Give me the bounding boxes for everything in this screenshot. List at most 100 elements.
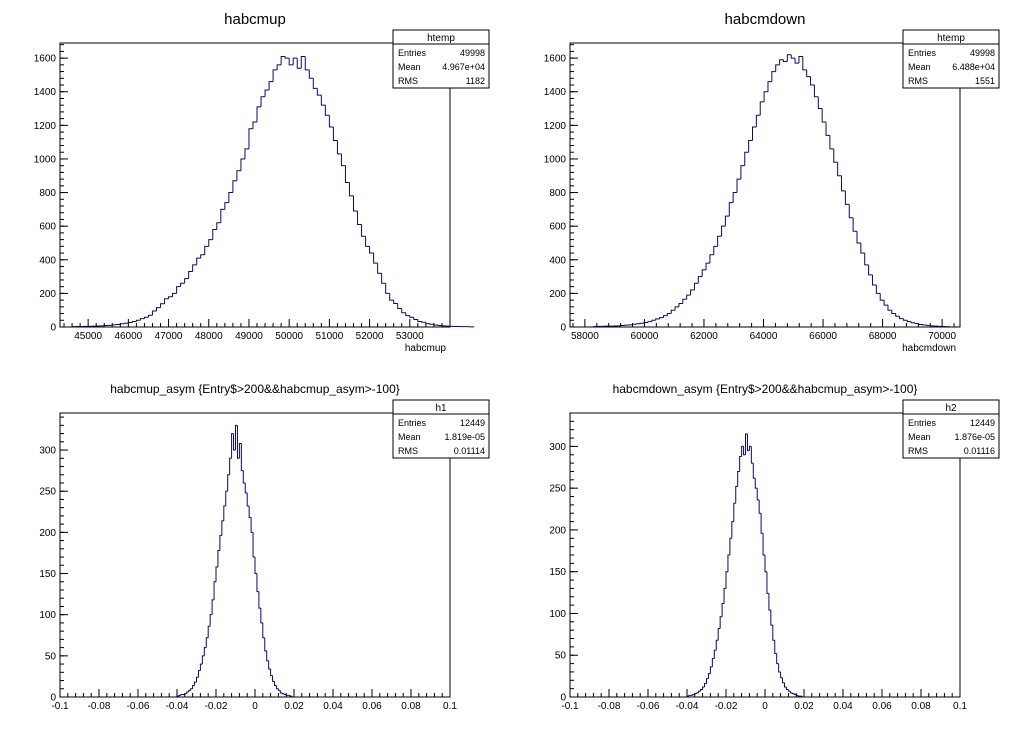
histogram-bin (755, 114, 761, 128)
histogram-bin (797, 695, 801, 697)
y-tick-label: 1600 (544, 54, 567, 65)
histogram-bin (272, 675, 275, 682)
y-tick-label: 200 (39, 289, 56, 300)
histogram-bin (764, 555, 767, 573)
histogram-bin (258, 591, 261, 609)
histogram-bin (324, 105, 330, 116)
histogram-panel-habcmdown-asym: habcmdown_asym {Entry$>200&&habcmup_asym… (549, 382, 1000, 712)
histogram-bin (696, 692, 699, 694)
histogram-bin (409, 315, 414, 318)
stats-mean-value: 1.876e-05 (954, 432, 995, 442)
histogram-bin (242, 470, 246, 484)
histogram-bin (728, 202, 734, 217)
y-tick-label: 1200 (34, 121, 57, 132)
histogram-bin (778, 663, 781, 673)
histogram-bin (706, 678, 709, 684)
histogram-bin (365, 236, 370, 247)
histogram-bin (308, 69, 314, 79)
histogram-bin (385, 283, 390, 294)
histogram-bin (693, 282, 699, 291)
y-tick-label: 0 (50, 693, 56, 704)
histogram-bin (188, 689, 191, 693)
histogram-bin (754, 478, 758, 489)
histogram-bin (186, 691, 189, 694)
stats-rms-label: RMS (908, 76, 928, 86)
histogram-bin (143, 316, 149, 319)
histogram-bin (180, 694, 183, 696)
x-tick-label: 45000 (74, 331, 102, 342)
stats-box: h1 Entries 12449 Mean 1.819e-05 RMS 0.01… (392, 399, 490, 459)
histogram-bin (348, 182, 354, 197)
x-tick-label: 46000 (114, 331, 142, 342)
histogram-bin (785, 686, 789, 690)
histogram-bin (879, 293, 885, 301)
histogram-bin (810, 76, 815, 86)
histogram-bin (647, 321, 652, 323)
histogram-bin (361, 224, 366, 237)
stats-entries-label: Entries (908, 418, 937, 428)
histogram-bin (320, 95, 326, 106)
histogram-bin (902, 318, 908, 321)
histogram-bin (264, 89, 270, 97)
stats-box: htemp Entries 49998 Mean 6.488e+04 RMS 1… (902, 29, 1000, 89)
histogram-bin (397, 303, 402, 310)
x-tick-label: 66000 (809, 331, 837, 342)
chart-title: habcmdown (725, 11, 806, 28)
histogram-bin (651, 319, 656, 322)
stats-entries-label: Entries (398, 48, 427, 58)
x-tick-label: 0.06 (872, 701, 892, 712)
histogram-bin (421, 321, 426, 323)
histogram-bin (223, 505, 226, 521)
histogram-bin (700, 688, 703, 692)
histogram-bin (635, 323, 641, 325)
histogram-bin (791, 692, 795, 695)
histogram-bin (204, 245, 209, 255)
x-tick-label: -0.06 (637, 701, 660, 712)
y-tick-label: 300 (39, 446, 56, 457)
histogram-bin (437, 324, 442, 326)
histogram-bin (922, 324, 927, 326)
histogram-bin (216, 222, 221, 230)
histogram-bin (256, 106, 262, 122)
histogram-bin (240, 443, 244, 472)
histogram-bin (231, 433, 234, 459)
stats-rms-label: RMS (908, 446, 928, 456)
histogram-bin (713, 245, 718, 255)
x-tick-label: -0.1 (51, 701, 69, 712)
histogram-bin (268, 81, 274, 91)
y-tick-label: 250 (549, 484, 566, 495)
y-tick-label: 1600 (34, 54, 57, 65)
histogram-bins (686, 433, 803, 697)
y-tick-label: 250 (39, 487, 56, 498)
y-tick-label: 600 (39, 222, 56, 233)
histogram-bin (655, 318, 660, 321)
histogram-bin (709, 666, 713, 674)
x-tick-label: 0.06 (362, 701, 382, 712)
x-tick-label: 0.04 (323, 701, 343, 712)
y-tick-label: 50 (555, 651, 567, 662)
stats-entries-value: 12449 (970, 418, 995, 428)
histogram-bin (197, 670, 201, 678)
stats-entries-value: 49998 (970, 48, 995, 58)
histogram-bin (736, 178, 741, 193)
histogram-bin (776, 653, 779, 665)
x-tick-label: 58000 (571, 331, 599, 342)
histogram-bin (910, 321, 916, 324)
histogram-bin (233, 433, 236, 451)
histogram-bin (238, 442, 242, 459)
histogram-bin (756, 488, 760, 501)
histogram-bin (760, 513, 764, 534)
histogram-bin (813, 85, 819, 98)
histogram-bin (829, 135, 834, 150)
histogram-bin (686, 294, 691, 300)
histogram-bin (721, 225, 726, 237)
x-tick-label: 0 (762, 701, 768, 712)
stats-box: h2 Entries 12449 Mean 1.876e-05 RMS 0.01… (902, 399, 1000, 459)
histogram-bin (369, 246, 374, 254)
histogram-bin (111, 324, 117, 326)
histogram-bin (250, 517, 254, 533)
histogram-bin (172, 292, 177, 297)
histogram-bin (225, 490, 228, 507)
histogram-bin (304, 56, 310, 71)
